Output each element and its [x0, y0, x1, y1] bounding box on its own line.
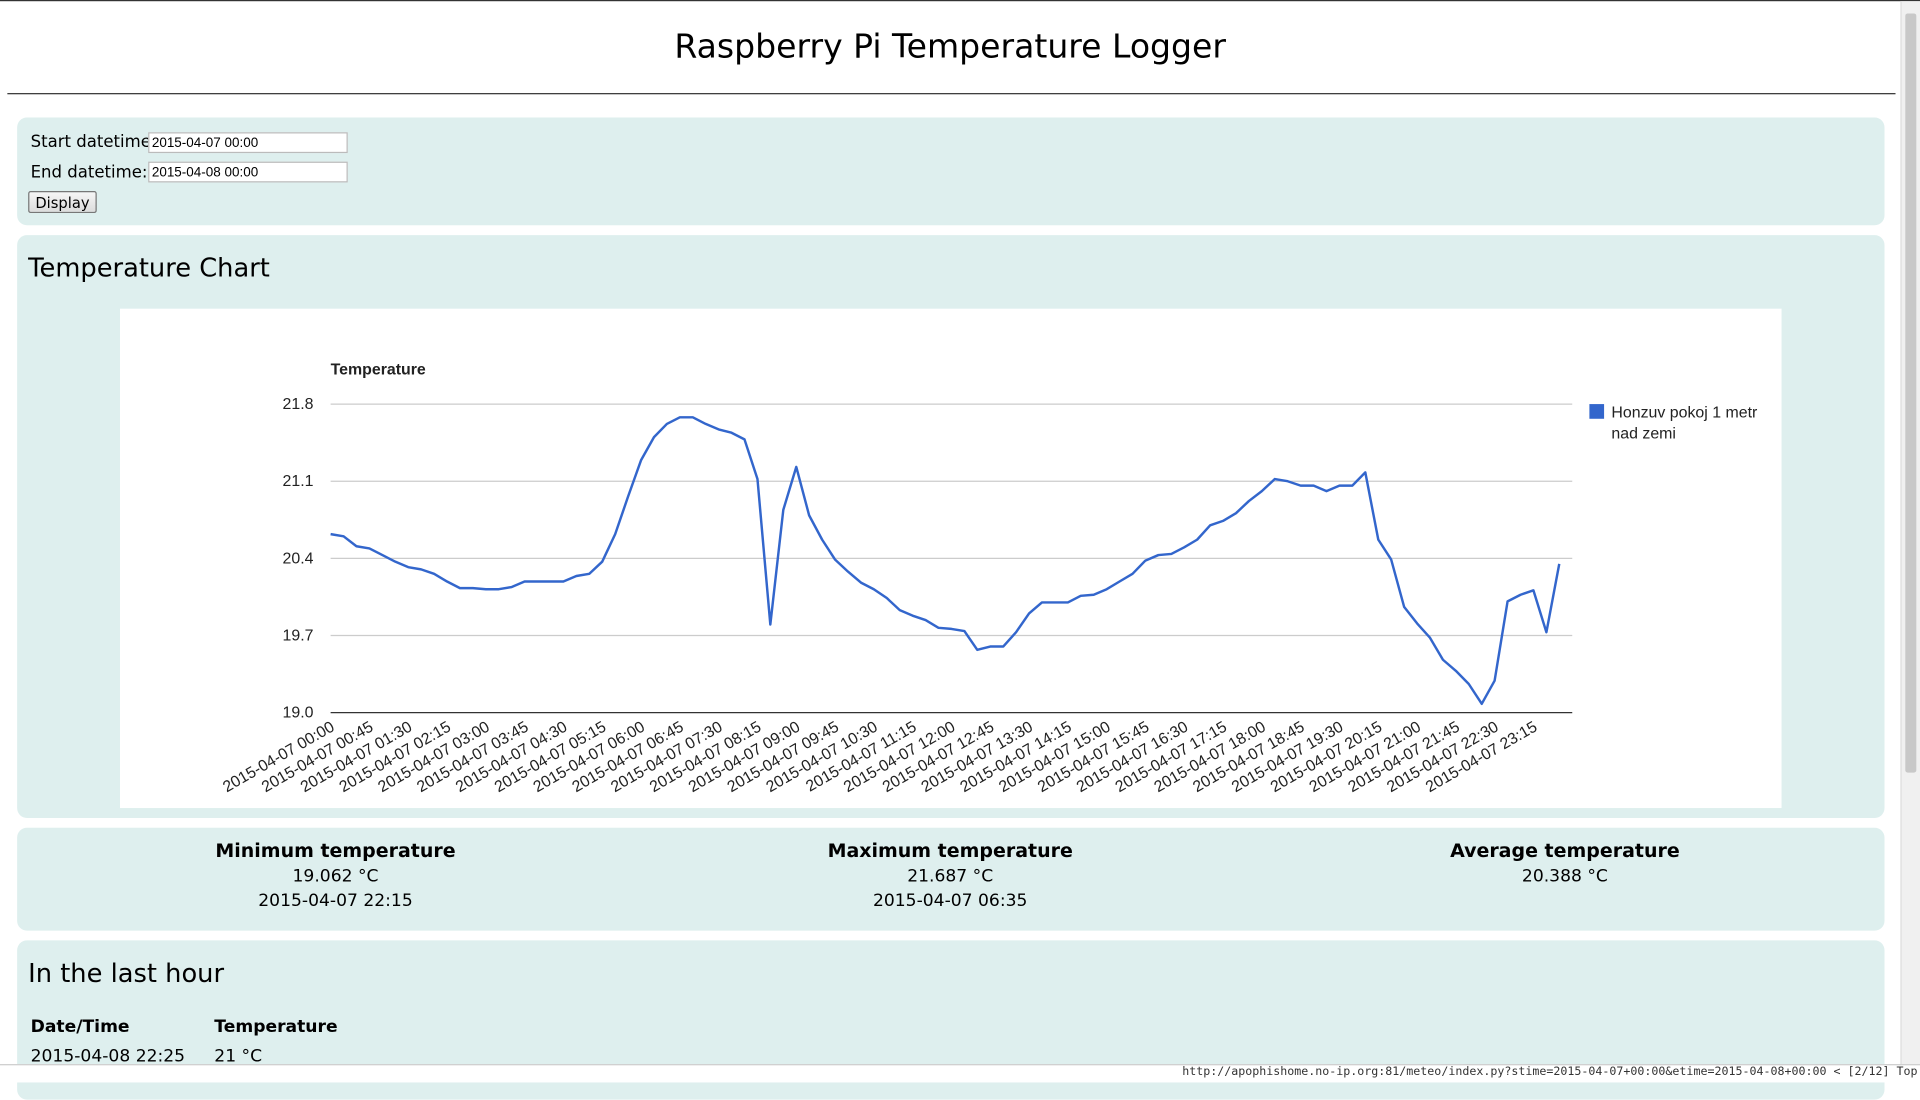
start-input[interactable]: 2015-04-07 00:00 [148, 132, 348, 154]
y-tick-label: 20.4 [283, 550, 314, 567]
stat-time: 2015-04-07 22:15 [258, 891, 413, 912]
stat-title: Maximum temperature [827, 840, 1073, 863]
start-label: Start datetime: [30, 132, 157, 152]
stat-title: Average temperature [1450, 840, 1680, 863]
stat-max: Maximum temperature 21.687 °C 2015-04-07… [705, 840, 1195, 911]
stat-value: 19.062 °C [292, 866, 379, 887]
stats-panel: Minimum temperature 19.062 °C 2015-04-07… [17, 827, 1885, 931]
stat-min: Minimum temperature 19.062 °C 2015-04-07… [91, 840, 581, 911]
status-url: http://apophishome.no-ip.org:81/meteo/in… [1182, 1065, 1918, 1079]
stat-value: 21.687 °C [907, 866, 994, 887]
chart-section-title: Temperature Chart [28, 253, 270, 283]
scrollbar[interactable] [1900, 1, 1920, 1065]
table-cell: 2015-04-08 22:25 [30, 1046, 186, 1067]
stat-value: 20.388 °C [1521, 866, 1608, 887]
stat-time: 2015-04-07 06:35 [872, 891, 1028, 912]
table-cell: 21 °C [214, 1046, 263, 1067]
status-bar: http://apophishome.no-ip.org:81/meteo/in… [0, 1064, 1920, 1083]
scrollbar-thumb[interactable] [1905, 13, 1917, 773]
stat-title: Minimum temperature [215, 840, 456, 863]
y-tick-label: 21.1 [283, 473, 314, 490]
end-label: End datetime: [30, 162, 148, 183]
page-title: Raspberry Pi Temperature Logger [674, 28, 1226, 67]
display-button[interactable]: Display [28, 191, 97, 214]
form-panel: Start datetime: 2015-04-07 00:00 End dat… [17, 117, 1885, 226]
table-header: Date/Time [30, 1017, 130, 1038]
divider [7, 93, 1896, 95]
stat-avg: Average temperature 20.388 °C [1320, 840, 1810, 887]
legend-label: Honzuv pokoj 1 metr nad zemi [1611, 405, 1758, 443]
end-input[interactable]: 2015-04-08 00:00 [148, 161, 348, 183]
legend-swatch [1589, 404, 1605, 419]
y-tick-label: 19.7 [283, 627, 314, 644]
y-tick-label: 21.8 [283, 396, 314, 413]
y-tick-label: 19.0 [283, 705, 314, 722]
last-hour-title: In the last hour [28, 958, 225, 989]
chart: Temperature 19.019.720.421.121.82015-04-… [120, 308, 1782, 809]
table-header: Temperature [214, 1017, 338, 1038]
y-axis-title: Temperature [331, 362, 426, 379]
data-line [330, 416, 1561, 706]
